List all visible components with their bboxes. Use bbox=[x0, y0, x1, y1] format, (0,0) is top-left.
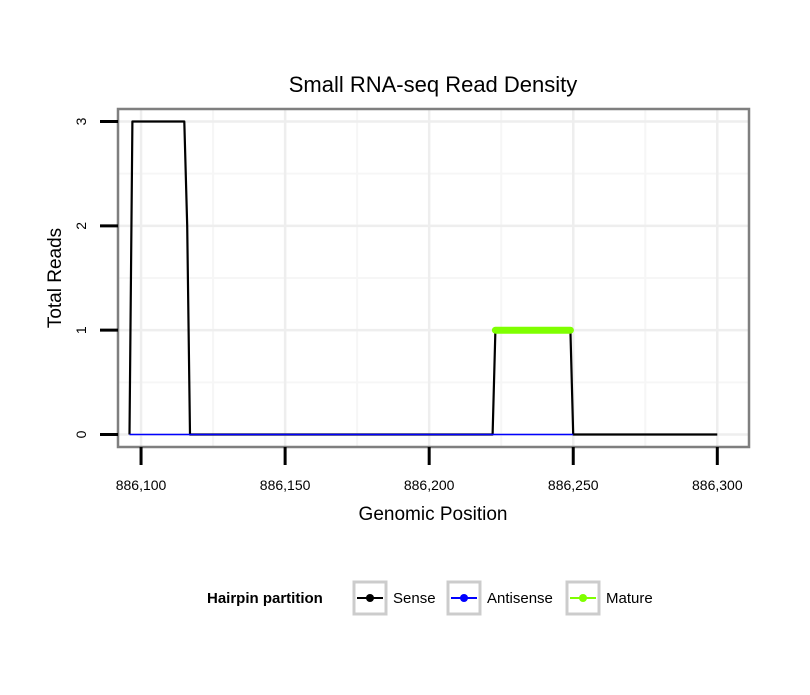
x-axis-label: Genomic Position bbox=[359, 504, 508, 525]
x-tick-label: 886,150 bbox=[260, 477, 311, 493]
x-tick-label: 886,300 bbox=[692, 477, 743, 493]
chart-title: Small RNA-seq Read Density bbox=[289, 72, 578, 97]
legend-key-point-sense bbox=[366, 594, 374, 602]
legend-key-point-mature bbox=[579, 594, 587, 602]
legend-title: Hairpin partition bbox=[207, 590, 323, 607]
gridlines bbox=[118, 109, 749, 447]
legend-key-point-antisense bbox=[460, 594, 468, 602]
y-axis-label: Total Reads bbox=[45, 228, 66, 328]
legend-items: Sense Antisense Mature bbox=[352, 580, 653, 616]
series-layer bbox=[128, 120, 718, 436]
y-axis: 0 1 2 3 bbox=[73, 117, 118, 438]
legend-label-antisense: Antisense bbox=[487, 590, 553, 607]
plot-border bbox=[116, 107, 751, 449]
legend-label-sense: Sense bbox=[393, 590, 436, 607]
y-tick-label: 3 bbox=[73, 117, 89, 125]
x-tick-label: 886,250 bbox=[548, 477, 599, 493]
x-axis: 886,100 886,150 886,200 886,250 886,300 bbox=[116, 447, 743, 493]
plot-panel bbox=[116, 107, 751, 449]
x-tick-label: 886,100 bbox=[116, 477, 167, 493]
y-tick-label: 1 bbox=[73, 326, 89, 334]
y-tick-label: 0 bbox=[73, 430, 89, 438]
y-tick-label: 2 bbox=[73, 222, 89, 230]
x-tick-label: 886,200 bbox=[404, 477, 455, 493]
legend-label-mature: Mature bbox=[606, 590, 653, 607]
legend: Hairpin partition Sense Antisense Mature bbox=[207, 580, 653, 616]
